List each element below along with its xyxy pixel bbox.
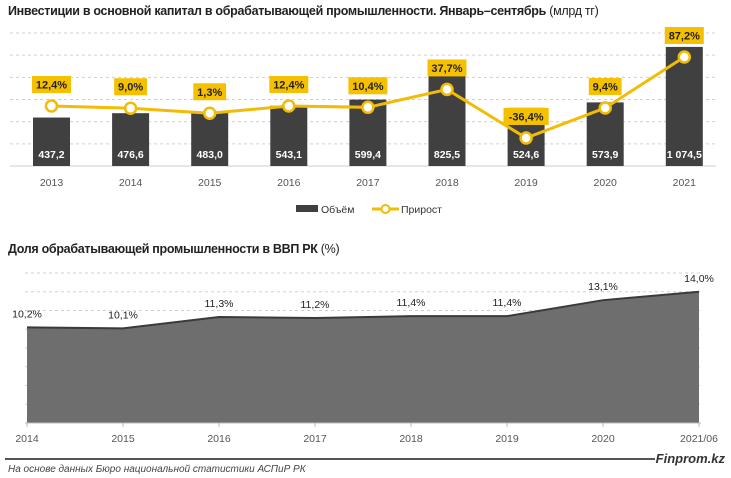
x-tick-label: 2017 — [303, 433, 327, 445]
x-tick-label: 2016 — [277, 177, 301, 189]
x-tick-label: 2016 — [207, 433, 231, 445]
growth-label-box — [193, 83, 227, 101]
growth-label: -36,4% — [509, 111, 544, 123]
bar-2021 — [665, 46, 703, 166]
growth-point-2015 — [202, 106, 217, 121]
x-tick-label: 2015 — [111, 433, 135, 445]
legend-swatch-volume — [296, 205, 318, 212]
x-tick-label: 2015 — [198, 177, 222, 189]
growth-point-2019 — [519, 131, 533, 145]
growth-label-box — [427, 59, 467, 77]
bar-2013 — [33, 117, 70, 166]
growth-label: 12,4% — [273, 80, 304, 92]
share-value-label: 10,1% — [108, 309, 138, 321]
chart1-title: Инвестиции в основной капитал в обрабаты… — [8, 4, 599, 18]
share-value-label: 11,3% — [205, 298, 234, 310]
x-tick-label: 2020 — [594, 177, 618, 189]
growth-label: 10,4% — [352, 81, 383, 93]
growth-label: 12,4% — [36, 80, 67, 92]
bar-value-label: 825,5 — [434, 149, 460, 161]
x-tick-label: 2017 — [356, 177, 380, 189]
share-value-label: 13,1% — [588, 281, 618, 293]
x-tick-label: 2019 — [495, 433, 519, 445]
legend-marker-growth — [380, 204, 391, 214]
share-value-label: 14,0% — [684, 273, 714, 285]
bar-2014 — [112, 113, 150, 166]
bar-value-label: 573,9 — [592, 149, 618, 161]
growth-label-box — [348, 77, 388, 95]
growth-label-box — [503, 107, 549, 125]
x-tick-label: 2020 — [591, 433, 615, 445]
growth-point-2018 — [440, 82, 454, 97]
bar-value-label: 437,2 — [38, 149, 64, 161]
growth-point-2013 — [44, 99, 59, 113]
share-value-label: 10,2% — [12, 308, 42, 320]
bar-value-label: 476,6 — [117, 149, 143, 161]
growth-point-2021 — [677, 50, 692, 64]
growth-label-box — [269, 76, 309, 93]
share-value-label: 11,4% — [397, 297, 426, 309]
growth-label-box — [32, 76, 71, 93]
share-value-label: 11,2% — [301, 299, 330, 311]
bar-value-label: 543,1 — [276, 149, 302, 161]
x-tick-label: 2013 — [40, 177, 64, 189]
x-tick-label: 2018 — [435, 177, 459, 189]
bar-value-label: 524,6 — [513, 149, 539, 161]
share-area-outline — [26, 290, 700, 330]
growth-point-2020 — [598, 101, 612, 115]
growth-point-2014 — [123, 101, 138, 115]
share-value-label: 11,4% — [493, 297, 522, 309]
bar-value-label: 483,0 — [197, 149, 223, 161]
x-tick-label: 2021/06 — [680, 433, 718, 445]
growth-label: 9,0% — [118, 82, 143, 94]
growth-label: 9,4% — [593, 81, 618, 93]
growth-point-2016 — [282, 99, 296, 113]
bar-value-label: 1 074,5 — [667, 149, 702, 161]
share-area — [27, 291, 699, 423]
source-note: На основе данных Бюро национальной стати… — [8, 464, 306, 475]
brand-logo: Finprom.kz — [655, 451, 725, 466]
growth-point-2017 — [361, 100, 375, 115]
x-tick-label: 2014 — [119, 177, 143, 189]
bar-value-label: 599,4 — [355, 149, 381, 161]
legend-label-growth: Прирост — [401, 204, 442, 216]
x-tick-label: 2019 — [514, 177, 538, 189]
x-tick-label: 2021 — [673, 177, 697, 189]
growth-label: 1,3% — [197, 87, 222, 99]
growth-label: 87,2% — [669, 31, 700, 43]
x-tick-label: 2014 — [15, 433, 39, 445]
growth-label-box — [588, 77, 622, 95]
bar-2015 — [191, 112, 229, 166]
bar-2016 — [270, 105, 308, 166]
x-tick-label: 2018 — [399, 433, 423, 445]
legend-label-volume: Объём — [321, 204, 354, 216]
growth-label-box — [664, 27, 704, 45]
growth-label-box — [114, 78, 147, 96]
chart2-title: Доля обрабатывающей промышленности в ВВП… — [8, 242, 340, 256]
growth-label: 37,7% — [431, 63, 462, 75]
